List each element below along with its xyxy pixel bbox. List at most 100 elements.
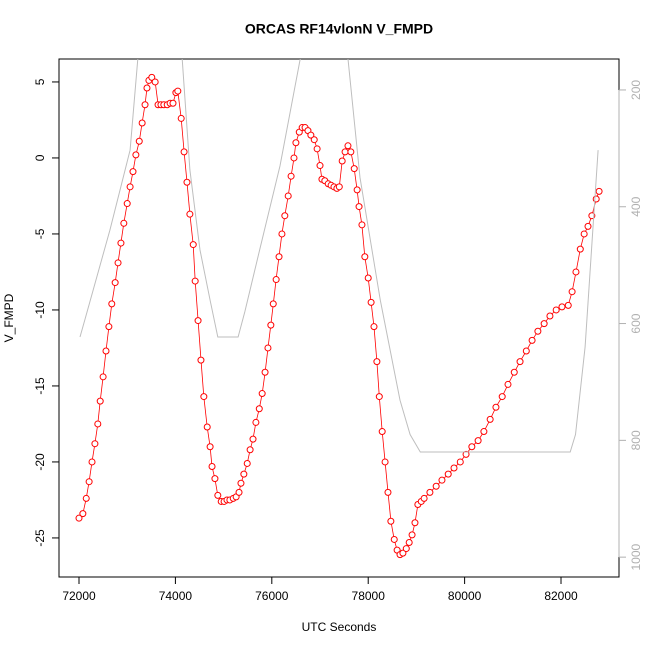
data-point: [580, 230, 588, 238]
data-point: [189, 241, 197, 249]
data-point: [206, 443, 214, 451]
data-point: [235, 488, 243, 496]
data-point: [191, 277, 199, 285]
data-point: [595, 187, 603, 195]
data-point: [558, 303, 566, 311]
data-point: [568, 288, 576, 296]
x-tick-label: 72000: [62, 589, 96, 603]
data-point: [316, 162, 324, 170]
data-point: [381, 458, 389, 466]
data-point: [284, 192, 292, 200]
data-point: [498, 393, 506, 401]
data-point: [456, 458, 464, 466]
data-point: [347, 148, 355, 156]
data-point: [117, 239, 125, 247]
data-point: [408, 531, 416, 539]
data-point: [151, 78, 159, 86]
data-point: [94, 420, 102, 428]
data-point: [358, 221, 366, 229]
x-tick-label: 76000: [255, 589, 289, 603]
data-point: [373, 358, 381, 366]
data-point: [281, 212, 289, 220]
y-tick-label: 5: [33, 78, 47, 85]
y2-tick-label: 1000: [629, 543, 643, 570]
data-point: [355, 203, 363, 211]
data-point: [85, 478, 93, 486]
data-point: [123, 200, 131, 208]
data-point: [310, 136, 318, 144]
data-point: [252, 418, 260, 426]
plot-frame: [58, 58, 620, 578]
data-point: [292, 139, 300, 147]
data-point: [186, 210, 194, 218]
x-tick-label: 82000: [544, 589, 578, 603]
y2-tick-label: 800: [629, 430, 643, 450]
data-point: [258, 390, 266, 398]
data-point: [114, 259, 122, 267]
data-point: [307, 131, 315, 139]
data-point: [120, 219, 128, 227]
y2-tick-label: 400: [629, 196, 643, 216]
data-point: [552, 306, 560, 314]
data-point: [353, 186, 361, 194]
data-point: [402, 545, 410, 553]
data-point: [214, 491, 222, 499]
data-point: [420, 494, 428, 502]
data-point: [432, 482, 440, 490]
data-point: [411, 519, 419, 527]
data-point: [102, 347, 110, 355]
data-point: [375, 393, 383, 401]
y-tick-label: 0: [33, 154, 47, 161]
data-point: [468, 443, 476, 451]
data-point: [350, 165, 358, 173]
data-point: [504, 380, 512, 388]
data-point: [572, 268, 580, 276]
data-point: [584, 222, 592, 230]
data-point: [576, 245, 584, 253]
data-point: [108, 300, 116, 308]
data-point: [370, 323, 378, 331]
data-point: [378, 428, 386, 436]
data-point: [516, 358, 524, 366]
data-point: [546, 312, 554, 320]
x-tick-label: 78000: [352, 589, 386, 603]
data-point: [243, 459, 251, 467]
data-point: [367, 298, 375, 306]
data-point: [99, 373, 107, 381]
data-point: [474, 437, 482, 445]
data-point: [75, 514, 83, 522]
y-tick-label: -20: [33, 453, 47, 471]
data-point: [534, 327, 542, 335]
y2-tick-label: 200: [629, 80, 643, 100]
data-point: [111, 279, 119, 287]
data-point: [264, 344, 272, 352]
data-point: [486, 415, 494, 423]
data-point: [510, 368, 518, 376]
data-point: [528, 336, 536, 344]
data-point: [338, 157, 346, 165]
data-point: [450, 464, 458, 472]
data-point: [208, 462, 216, 470]
data-point: [183, 178, 191, 186]
data-point: [426, 488, 434, 496]
data-point: [387, 517, 395, 525]
data-point: [390, 535, 398, 543]
data-point: [444, 470, 452, 478]
data-point: [200, 393, 208, 401]
data-point: [126, 183, 134, 191]
data-point: [105, 323, 113, 331]
data-point: [335, 183, 343, 191]
y-tick-label: -25: [33, 529, 47, 547]
data-point: [174, 87, 182, 95]
data-point: [249, 435, 257, 443]
series-line: [78, 76, 600, 556]
data-point: [129, 168, 137, 176]
data-point: [564, 301, 572, 309]
data-point: [480, 428, 488, 436]
data-point: [313, 145, 321, 153]
data-point: [135, 137, 143, 145]
data-point: [341, 148, 349, 156]
data-point: [211, 475, 219, 483]
data-point: [361, 253, 369, 261]
